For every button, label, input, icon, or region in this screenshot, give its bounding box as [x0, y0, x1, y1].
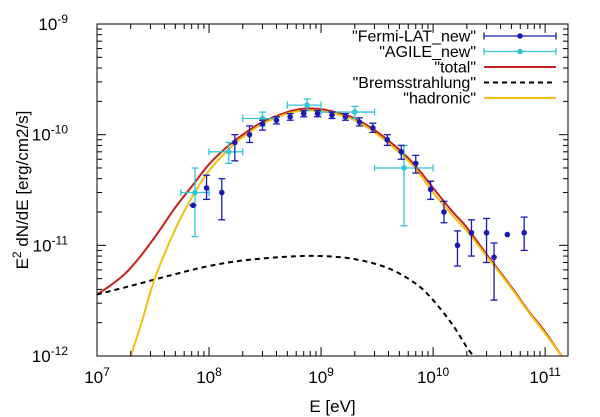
- data-point: [504, 231, 511, 238]
- curve-bremsstrahlung: [97, 254, 475, 356]
- data-point: [401, 165, 407, 171]
- legend-label-fermi-lat-new: "Fermi-LAT_new": [352, 29, 476, 46]
- data-point: [232, 139, 238, 146]
- point-fermi-lat-new: [397, 144, 405, 160]
- data-point: [351, 109, 358, 115]
- x-tick-label: 109: [308, 365, 334, 387]
- point-fermi-lat-new: [246, 125, 254, 144]
- y-tick-label: 10-9: [38, 12, 68, 34]
- point-fermi-lat-new: [203, 174, 211, 201]
- point-fermi-lat-new: [300, 109, 308, 118]
- data-point: [427, 186, 434, 193]
- data-point: [314, 110, 321, 117]
- point-fermi-lat-new: [231, 134, 239, 162]
- legend-label-hadronic: "hadronic": [403, 91, 476, 108]
- data-point: [342, 114, 349, 120]
- data-point: [468, 229, 475, 236]
- x-axis-label: E [eV]: [309, 397, 355, 416]
- point-fermi-lat-new: [520, 216, 528, 252]
- data-point: [192, 189, 198, 196]
- point-agile-new: [373, 144, 434, 227]
- tick-labels: 107 108 109 1010 1011 10-12 10-11 10-10 10-9: [32, 12, 561, 387]
- point-fermi-lat-new: [504, 231, 511, 238]
- point-fermi-lat-new: [189, 202, 197, 209]
- data-point: [491, 254, 497, 261]
- legend-label-bremsstrahlung: "Bremsstrahlung": [353, 75, 476, 92]
- point-fermi-lat-new: [355, 117, 363, 127]
- data-point: [304, 102, 310, 108]
- plot-frame: [96, 23, 569, 357]
- point-fermi-lat-new: [440, 200, 448, 224]
- x-tick-label: 107: [84, 365, 110, 387]
- x-tick-label: 1010: [417, 365, 450, 387]
- data-point: [412, 160, 419, 167]
- data-point: [483, 229, 490, 236]
- y-axis-label: E2 dN/dE [erg/cm2/s]: [10, 111, 32, 270]
- data-point: [384, 136, 391, 143]
- point-fermi-lat-new: [369, 122, 377, 133]
- point-fermi-lat-new: [328, 111, 336, 120]
- legend-sample-point: [517, 33, 523, 39]
- point-fermi-lat-new: [483, 217, 491, 264]
- data-point: [329, 112, 335, 118]
- data-point: [398, 149, 405, 155]
- point-fermi-lat-new: [314, 109, 322, 118]
- y-tick-label: 10-11: [33, 233, 69, 255]
- legend-label-agile-new: "AGILE_new": [379, 44, 476, 61]
- data-point: [521, 229, 527, 236]
- x-tick-label: 108: [196, 365, 222, 387]
- x-tick-label: 1011: [529, 365, 561, 387]
- y-tick-label: 10-10: [32, 123, 69, 145]
- data-point: [300, 110, 307, 117]
- data-point: [259, 121, 266, 127]
- ticks: [96, 23, 568, 357]
- data-point: [370, 125, 376, 131]
- data-point: [225, 149, 232, 155]
- data-point: [441, 209, 447, 215]
- point-fermi-lat-new: [272, 116, 280, 125]
- point-fermi-lat-new: [383, 134, 391, 147]
- point-fermi-lat-new: [467, 219, 475, 257]
- curve-total: [97, 107, 563, 356]
- legend: "Fermi-LAT_new""AGILE_new""total""Bremss…: [352, 29, 557, 108]
- data-point: [273, 117, 280, 124]
- point-fermi-lat-new: [412, 154, 420, 174]
- point-fermi-lat-new: [258, 119, 266, 131]
- point-agile-new: [180, 167, 210, 238]
- point-fermi-lat-new: [218, 178, 226, 221]
- point-fermi-lat-new: [286, 112, 294, 121]
- point-fermi-lat-new: [341, 112, 349, 121]
- legend-label-total: "total": [434, 60, 476, 77]
- y-tick-label: 10-12: [32, 344, 69, 366]
- data-point: [246, 131, 253, 138]
- data-point: [356, 119, 363, 125]
- data-point: [287, 114, 293, 120]
- plot-points: [180, 98, 528, 301]
- point-agile-new: [208, 141, 244, 165]
- point-agile-new: [286, 98, 322, 112]
- point-fermi-lat-new: [453, 230, 461, 267]
- data-point: [203, 185, 210, 191]
- point-fermi-lat-new: [490, 242, 498, 301]
- data-point: [218, 189, 225, 196]
- legend-sample-point: [517, 48, 523, 55]
- data-point: [190, 202, 196, 209]
- point-fermi-lat-new: [427, 180, 435, 201]
- data-point: [454, 242, 461, 249]
- plot-curves: [97, 107, 563, 356]
